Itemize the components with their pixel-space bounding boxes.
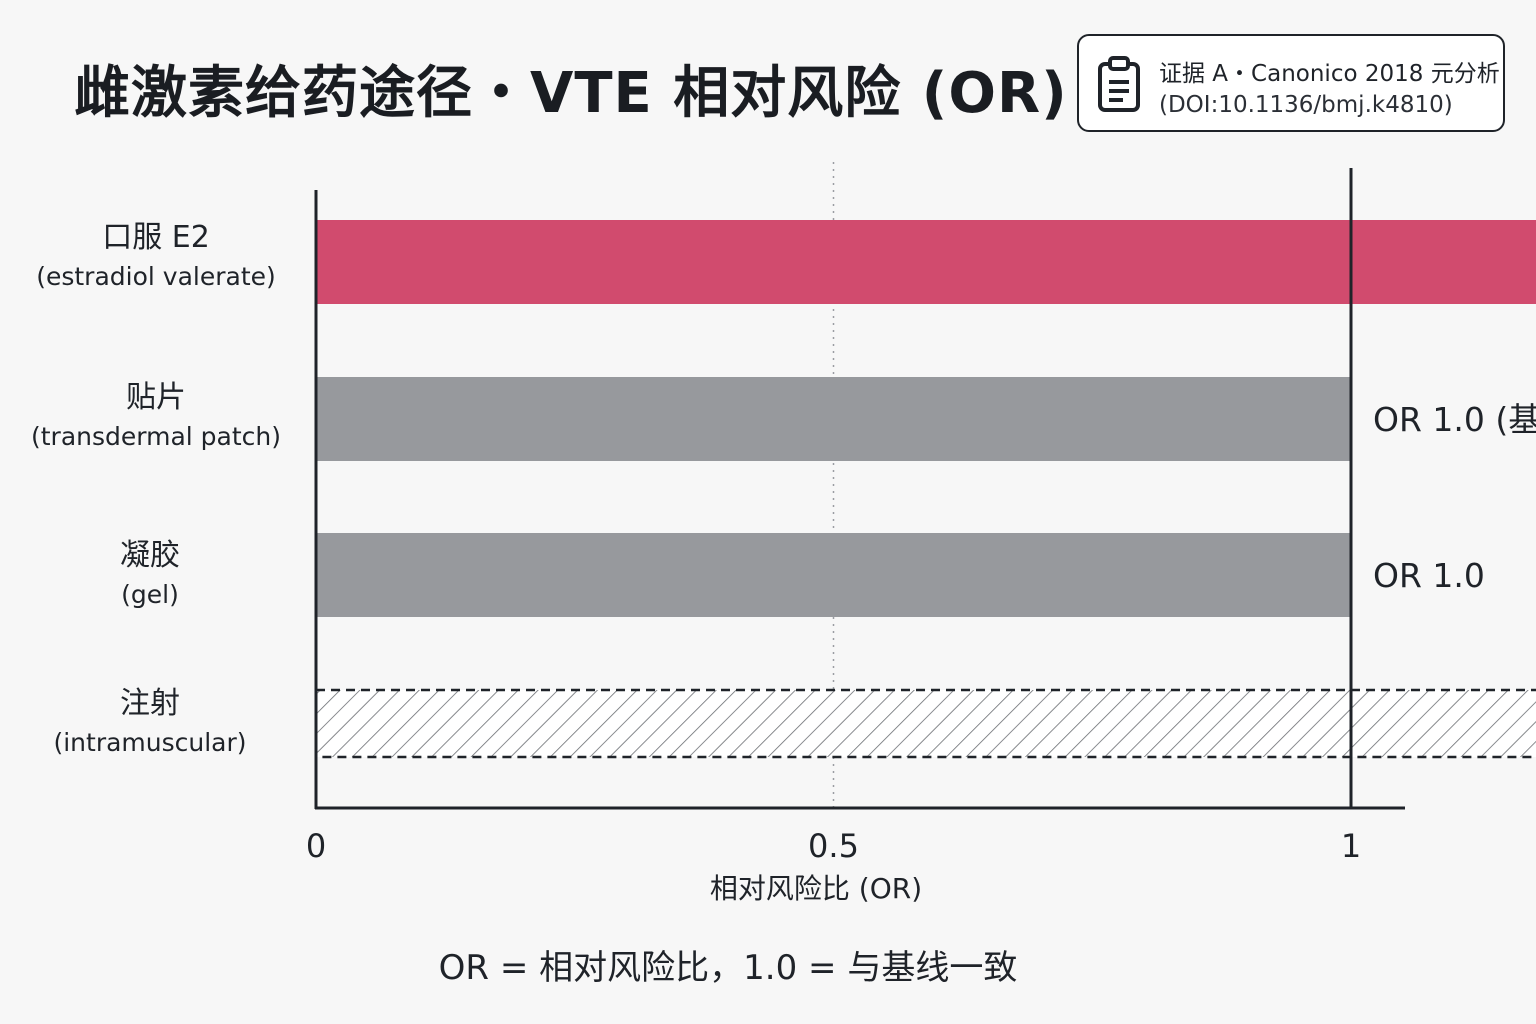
- x-tick-label: 0: [306, 827, 326, 865]
- bar-1: [316, 377, 1351, 461]
- evidence-box: 证据 A・Canonico 2018 元分析 (DOI:10.1136/bmj.…: [1077, 34, 1505, 132]
- category-label-patch: 贴片 (transdermal patch): [30, 380, 281, 451]
- evidence-doi: (DOI:10.1136/bmj.k4810): [1159, 92, 1453, 118]
- x-axis-label: 相对风险比 (OR): [710, 872, 922, 905]
- bar-0: [316, 220, 1536, 304]
- x-tick-label: 0.5: [808, 827, 859, 865]
- bar-value-label-2: OR 1.0: [1373, 556, 1485, 595]
- chart-title: 雌激素给药途径・VTE 相对风险 (OR): [74, 61, 1068, 126]
- x-tick-label: 1: [1341, 827, 1361, 865]
- evidence-citation: 证据 A・Canonico 2018 元分析: [1159, 61, 1500, 87]
- bar-2: [316, 533, 1351, 617]
- bar-3: [314, 688, 1536, 759]
- clipboard-icon: [1097, 56, 1141, 118]
- bar-value-label-1: OR 1.0 (基线): [1373, 400, 1536, 439]
- category-label-oral: 口服 E2 (estradiol valerate): [36, 220, 276, 291]
- footnote: OR = 相对风险比，1.0 = 与基线一致: [438, 948, 1018, 988]
- category-label-injection: 注射 (intramuscular): [53, 686, 247, 757]
- category-label-gel: 凝胶 (gel): [120, 538, 180, 609]
